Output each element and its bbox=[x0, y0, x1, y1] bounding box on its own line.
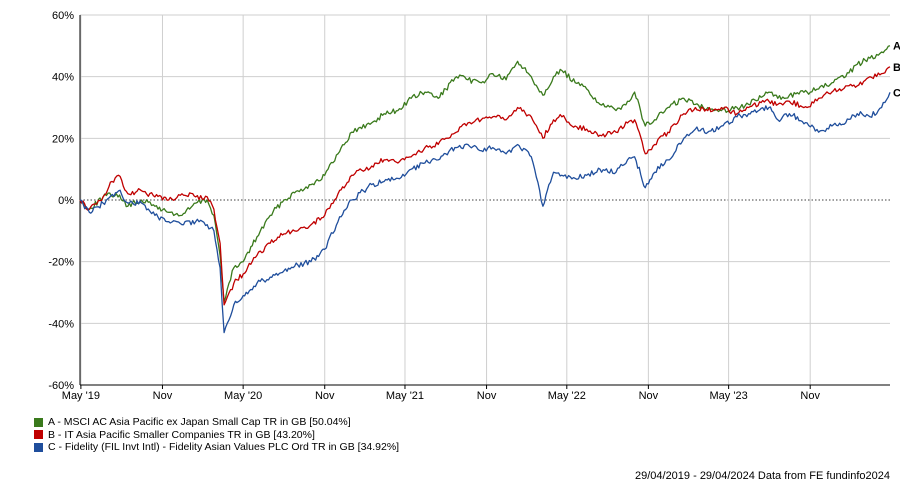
series-line-c bbox=[79, 92, 891, 334]
legend-item-b: B - IT Asia Pacific Smaller Companies TR… bbox=[34, 429, 399, 442]
x-tick-label: May '22 bbox=[548, 390, 586, 402]
legend-label-a: A - MSCI AC Asia Pacific ex Japan Small … bbox=[48, 416, 351, 428]
x-tick-label: Nov bbox=[153, 390, 173, 402]
x-tick-label: May '23 bbox=[710, 390, 748, 402]
series-line-a bbox=[79, 45, 891, 303]
legend-item-c: C - Fidelity (FIL Invt Intl) - Fidelity … bbox=[34, 441, 399, 454]
x-tick-label: May '19 bbox=[62, 390, 100, 402]
x-tick-label: Nov bbox=[477, 390, 497, 402]
tick-labels: 60% 40% 20% 0% -20% -40% -60%May '19 Nov May '20… bbox=[48, 10, 900, 402]
legend-item-a: A - MSCI AC Asia Pacific ex Japan Small … bbox=[34, 416, 399, 429]
legend-swatch-c bbox=[34, 442, 43, 452]
x-tick-label: Nov bbox=[800, 390, 820, 402]
y-tick-label: -20% bbox=[48, 257, 74, 269]
performance-chart: 60% 40% 20% 0% -20% -40% -60%May '19 Nov May '20… bbox=[48, 10, 900, 402]
x-tick-label: May '20 bbox=[224, 390, 262, 402]
y-tick-label: 60% bbox=[52, 10, 74, 22]
series-layer bbox=[79, 45, 891, 334]
series-end-label-c: C bbox=[893, 87, 900, 99]
series-end-label-b: B bbox=[893, 62, 900, 74]
y-tick-label: 40% bbox=[52, 72, 74, 84]
x-tick-label: Nov bbox=[315, 390, 335, 402]
chart-legend: A - MSCI AC Asia Pacific ex Japan Small … bbox=[34, 416, 399, 454]
legend-label-c: C - Fidelity (FIL Invt Intl) - Fidelity … bbox=[48, 441, 400, 453]
y-tick-label: -60% bbox=[48, 380, 74, 392]
series-end-label-a: A bbox=[893, 41, 900, 53]
x-tick-label: May '21 bbox=[386, 390, 424, 402]
legend-swatch-b bbox=[34, 430, 43, 440]
y-tick-label: 20% bbox=[52, 133, 74, 145]
legend-label-b: B - IT Asia Pacific Smaller Companies TR… bbox=[48, 428, 315, 441]
series-line-b bbox=[79, 66, 891, 306]
legend-swatch-a bbox=[34, 417, 43, 427]
x-tick-label: Nov bbox=[639, 390, 659, 402]
y-tick-label: -40% bbox=[48, 318, 74, 330]
chart-footer: 29/04/2019 - 29/04/2024 Data from FE fun… bbox=[634, 470, 890, 482]
y-tick-label: 0% bbox=[58, 195, 74, 207]
